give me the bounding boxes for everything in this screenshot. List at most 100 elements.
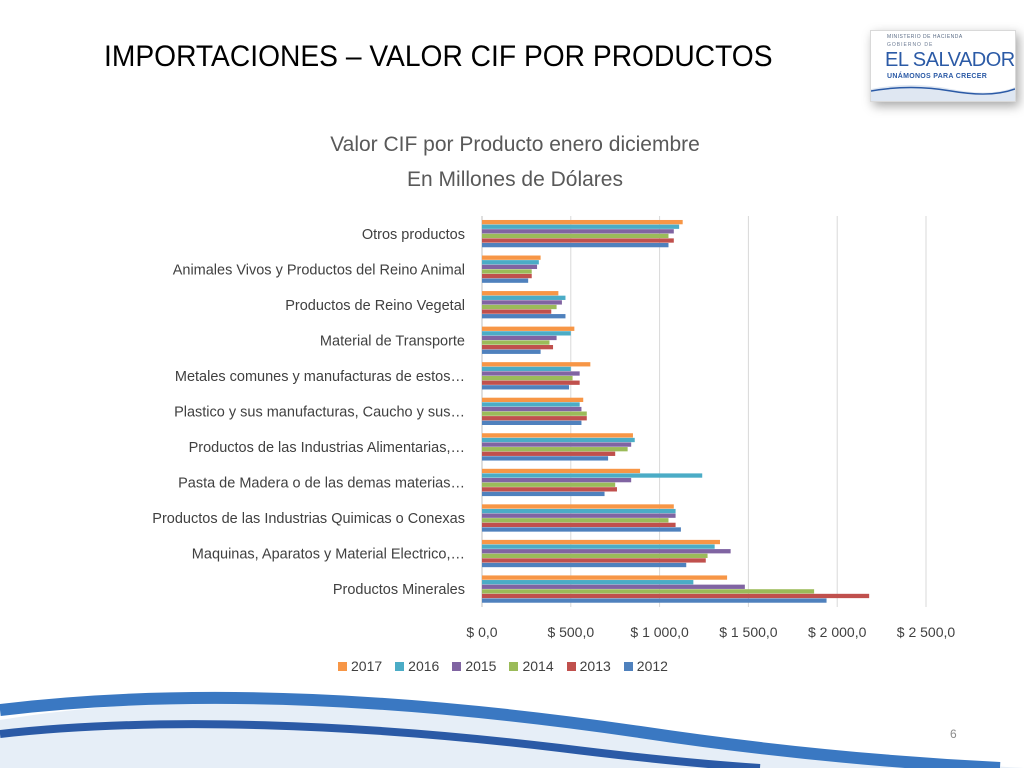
x-tick-label: $ 1 000,0 — [630, 624, 689, 640]
bar-2012 — [482, 527, 681, 532]
bar-2013 — [482, 522, 676, 528]
footer-wave-decoration — [0, 691, 1024, 768]
legend-swatch — [338, 661, 347, 671]
bar-2017 — [482, 504, 674, 509]
el-salvador-logo: MINISTERIO DE HACIENDA GOBIERNO DE EL SA… — [870, 30, 1016, 102]
bar-2017 — [482, 575, 728, 580]
legend-item-2013: 2013 — [566, 658, 611, 674]
bar-2015 — [482, 549, 731, 554]
bar-2012 — [482, 349, 541, 354]
bar-2013 — [482, 593, 870, 599]
bar-2016 — [482, 295, 566, 300]
bar-2013 — [482, 558, 706, 563]
bar-2013 — [482, 487, 617, 492]
bar-2016 — [482, 437, 635, 443]
bar-2015 — [482, 584, 745, 589]
bar-2014 — [482, 269, 532, 274]
bar-2015 — [482, 335, 557, 341]
chart-title: Valor CIF por Producto enero diciembre — [330, 133, 700, 156]
category-label: Maquinas, Aparatos y Material Electrico,… — [192, 547, 465, 563]
bar-2013 — [482, 238, 674, 243]
bar-2017 — [482, 255, 541, 260]
bar-2016 — [482, 366, 571, 372]
bar-2014 — [482, 411, 587, 416]
bar-2012 — [482, 242, 669, 248]
bar-2016 — [482, 473, 703, 478]
legend-label: 2013 — [579, 658, 611, 674]
x-tick-label: $ 500,0 — [547, 624, 594, 640]
bar-2016 — [482, 224, 680, 229]
bar-2014 — [482, 340, 550, 345]
bar-2012 — [482, 456, 609, 461]
category-label: Productos Minerales — [333, 582, 465, 598]
bar-2012 — [482, 598, 827, 603]
bar-2014 — [482, 447, 628, 452]
category-label: Otros productos — [362, 227, 465, 243]
bar-2013 — [482, 273, 532, 279]
legend-swatch — [395, 661, 405, 671]
bar-2017 — [482, 219, 683, 225]
legend-item-2016: 2016 — [395, 658, 439, 674]
slide-title: IMPORTACIONES – VALOR CIF POR PRODUCTOS — [104, 40, 773, 73]
category-label: Material de Transporte — [320, 333, 465, 349]
bar-2016 — [482, 508, 676, 514]
bar-2016 — [482, 544, 715, 549]
logo-gobierno: GOBIERNO DE — [887, 42, 934, 48]
legend-swatch — [623, 661, 633, 671]
x-tick-label: $ 0,0 — [466, 624, 497, 640]
bar-2015 — [482, 406, 582, 412]
bar-2014 — [482, 482, 616, 487]
bar-2017 — [482, 362, 591, 367]
logo-wave-icon — [871, 85, 1015, 101]
legend-swatch — [452, 661, 462, 671]
legend-item-2015: 2015 — [452, 658, 496, 674]
bar-2014 — [482, 375, 573, 381]
bar-2012 — [482, 314, 566, 319]
legend-label: 2016 — [408, 658, 440, 674]
bar-2013 — [482, 416, 587, 421]
bar-2016 — [482, 402, 580, 407]
logo-ministry: MINISTERIO DE HACIENDA — [887, 34, 963, 40]
bar-2013 — [482, 451, 616, 456]
bar-2012 — [482, 385, 570, 390]
category-label: Plastico y sus manufacturas, Caucho y su… — [174, 405, 465, 421]
page-number: 6 — [950, 727, 957, 741]
chart-legend: 2017 2016 2015 2014 2013 2012 — [338, 658, 668, 674]
bar-2016 — [482, 331, 571, 336]
bar-2014 — [482, 304, 557, 310]
chart-subtitle: En Millones de Dólares — [407, 168, 623, 191]
legend-swatch — [509, 661, 519, 671]
bar-2016 — [482, 260, 539, 265]
legend-item-2014: 2014 — [509, 658, 554, 674]
legend-label: 2012 — [636, 658, 668, 674]
x-tick-label: $ 2 000,0 — [808, 624, 867, 640]
legend-label: 2014 — [522, 658, 554, 674]
bar-2017 — [482, 291, 559, 296]
category-label: Productos de las Industrias Quimicas o C… — [152, 511, 465, 527]
bar-2014 — [482, 518, 669, 523]
bar-2015 — [482, 229, 674, 234]
bar-2013 — [482, 309, 552, 314]
bar-2012 — [482, 420, 582, 425]
bar-2013 — [482, 345, 554, 350]
bar-2012 — [482, 278, 529, 283]
legend-label: 2015 — [465, 658, 497, 674]
category-label: Productos de Reino Vegetal — [285, 298, 465, 314]
bar-2017 — [482, 397, 584, 402]
legend-label: 2017 — [351, 658, 383, 674]
bar-2015 — [482, 442, 632, 447]
bar-2017 — [482, 539, 720, 545]
category-label: Metales comunes y manufacturas de estos… — [175, 369, 465, 385]
bar-2012 — [482, 491, 605, 497]
category-label: Animales Vivos y Productos del Reino Ani… — [173, 262, 465, 278]
bar-2015 — [482, 477, 632, 483]
bar-chart: $ 0,0 $ 500,0 $ 1 000,0 $ 1 500,0 $ 2 000,0 $… — [152, 216, 955, 640]
bar-2014 — [482, 553, 708, 558]
bar-2017 — [482, 433, 633, 438]
bar-2017 — [482, 468, 641, 474]
bar-2014 — [482, 589, 815, 594]
category-label: Pasta de Madera o de las demas materias… — [178, 476, 465, 492]
bar-2015 — [482, 300, 562, 305]
bar-2017 — [482, 326, 575, 331]
bar-2016 — [482, 580, 694, 585]
